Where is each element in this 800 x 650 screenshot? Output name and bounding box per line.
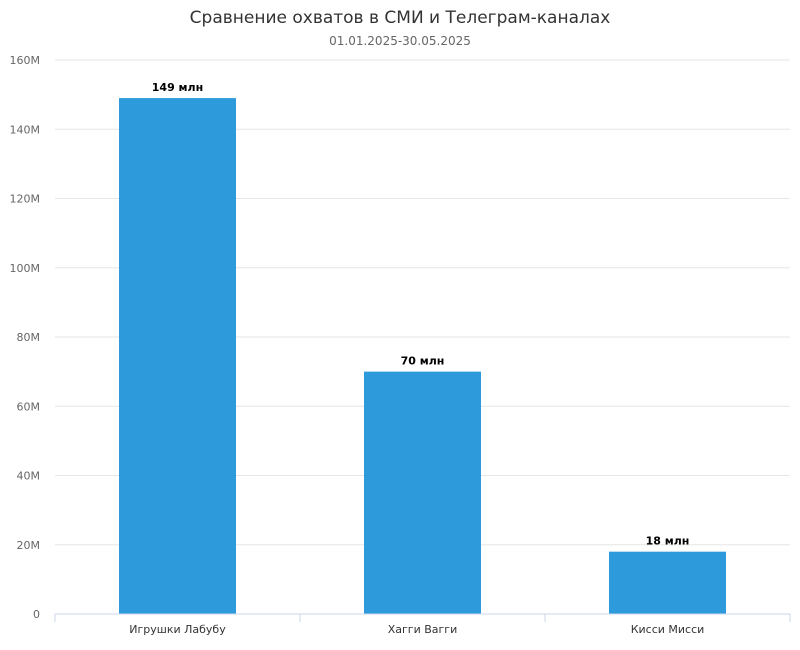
data-label: 18 млн (646, 535, 690, 548)
bars (119, 98, 726, 614)
data-labels: 149 млн 70 млн 18 млн (152, 81, 690, 548)
y-tick-label: 80M (17, 331, 41, 344)
x-axis: Игрушки Лабубу Хагги Вагги Кисси Мисси (54, 613, 791, 636)
y-tick-label: 120M (10, 193, 41, 206)
x-tick-label: Хагги Вагги (388, 623, 457, 636)
y-tick-label: 100M (10, 262, 41, 275)
data-label: 70 млн (401, 355, 445, 368)
bar (364, 371, 481, 614)
chart-title: Сравнение охватов в СМИ и Телеграм-канал… (189, 8, 611, 28)
x-tick-label: Игрушки Лабубу (129, 623, 226, 636)
y-tick-label: 0 (33, 608, 40, 621)
chart-subtitle: 01.01.2025-30.05.2025 (329, 34, 471, 48)
bar (119, 98, 236, 614)
y-tick-label: 40M (17, 470, 41, 483)
bar (609, 551, 726, 614)
y-tick-label: 160M (10, 54, 41, 67)
y-tick-label: 60M (17, 400, 41, 413)
x-tick-label: Кисси Мисси (631, 623, 705, 636)
y-tick-label: 20M (17, 539, 41, 552)
y-tick-label: 140M (10, 123, 41, 136)
y-axis: 0 20M 40M 60M 80M 100M 120M 140M 160M (10, 54, 41, 621)
data-label: 149 млн (152, 81, 203, 94)
